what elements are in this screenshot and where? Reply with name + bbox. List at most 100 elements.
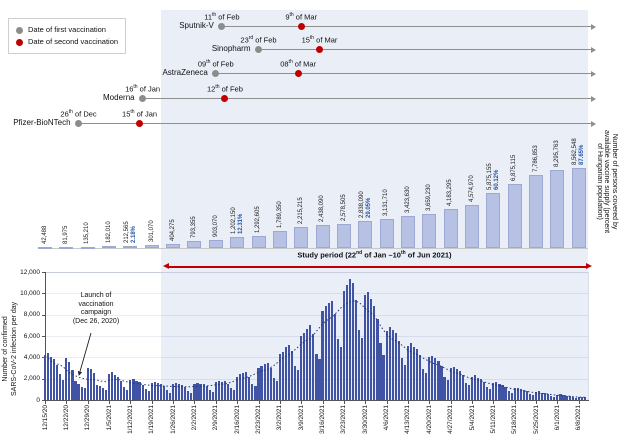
infection-bar bbox=[123, 387, 126, 400]
infection-bar bbox=[394, 332, 397, 400]
infection-bar bbox=[324, 306, 327, 400]
supply-bar-value: 8,295,763 bbox=[554, 140, 561, 168]
infection-bar bbox=[68, 361, 71, 400]
supply-bar-percent: 2.18% bbox=[130, 225, 137, 243]
infection-bar bbox=[458, 371, 461, 400]
infection-bar bbox=[281, 352, 284, 400]
infection-bar bbox=[263, 363, 266, 400]
infection-bar bbox=[504, 387, 507, 400]
infection-bar bbox=[208, 390, 211, 400]
infection-bar bbox=[120, 380, 123, 400]
infection-bar bbox=[181, 385, 184, 400]
infection-bar bbox=[583, 397, 586, 400]
second-dose-dot-icon bbox=[16, 38, 23, 46]
supply-bar bbox=[144, 245, 159, 248]
infection-bar bbox=[455, 369, 458, 400]
vaccine-name-sputnik-v: Sputnik-V bbox=[179, 21, 214, 30]
timeline-line-sputnik-v bbox=[221, 26, 591, 27]
timeline-arrowhead-icon bbox=[591, 120, 596, 127]
supply-bar-label: 1,202,150 12.31% bbox=[231, 207, 244, 234]
infection-bar bbox=[541, 392, 544, 400]
infection-bar bbox=[339, 346, 342, 400]
infection-bar bbox=[315, 354, 318, 400]
infection-bar bbox=[65, 358, 68, 400]
infection-bar bbox=[406, 345, 410, 400]
supply-bar-label: 404,275 bbox=[170, 220, 177, 242]
infection-bar bbox=[300, 336, 303, 400]
second-dose-dot-icon bbox=[316, 45, 323, 53]
y-tick-mark bbox=[42, 400, 45, 401]
campaign-annotation-line3: campaign bbox=[80, 309, 112, 316]
infection-bar bbox=[77, 384, 80, 400]
infection-bar bbox=[226, 384, 230, 400]
infection-bar bbox=[574, 397, 577, 400]
campaign-annotation: Launch of vaccination campaign (Dec 26, … bbox=[56, 292, 136, 326]
x-tick-label: 3/2/2021 bbox=[276, 405, 284, 431]
infection-bar bbox=[528, 394, 532, 400]
supply-bar-label: 2,215,215 bbox=[298, 198, 305, 225]
study-arrow-line bbox=[167, 266, 586, 268]
infection-bar bbox=[95, 385, 98, 400]
supply-axis-title-line2: available vaccine supply (percent bbox=[603, 130, 611, 234]
supply-axis-title-line3: of Hungarian population) bbox=[596, 143, 603, 220]
supply-bar-label: 4,574,970 bbox=[469, 176, 476, 203]
infection-bar bbox=[117, 376, 120, 400]
x-tick-label: 3/30/2021 bbox=[361, 405, 369, 434]
x-tick-mark bbox=[450, 401, 452, 404]
infection-bar bbox=[358, 329, 361, 400]
infection-bar bbox=[510, 392, 513, 400]
infection-bar bbox=[367, 292, 370, 400]
supply-bar-label: 81,975 bbox=[63, 225, 70, 243]
x-tick-label: 2/23/2021 bbox=[255, 405, 262, 434]
supply-bar-value: 2,838,090 bbox=[358, 191, 365, 219]
supply-bar-value: 212,565 bbox=[123, 221, 130, 243]
supply-bar-value: 1,789,350 bbox=[276, 201, 283, 229]
x-tick-mark bbox=[194, 401, 196, 404]
infection-bar bbox=[501, 385, 504, 400]
supply-bar bbox=[571, 168, 586, 248]
infection-bar bbox=[92, 373, 95, 400]
study-period-label: Study period (22nd of Jan –10th of Jun 2… bbox=[297, 250, 452, 260]
infection-bar bbox=[266, 362, 269, 400]
supply-bar-value: 3,659,230 bbox=[426, 184, 433, 211]
x-tick-label: 1/19/2021 bbox=[148, 405, 156, 434]
first-dose-date-moderna: 16th of Jan bbox=[125, 84, 161, 94]
supply-bar-label: 8,295,763 bbox=[554, 141, 561, 168]
legend-first-dose-label: Date of first vaccination bbox=[28, 25, 106, 34]
supply-bar bbox=[486, 193, 501, 248]
infection-bar bbox=[348, 279, 352, 400]
infection-bar bbox=[467, 385, 471, 400]
supply-bar bbox=[336, 223, 351, 248]
first-dose-date-astrazeneca: 09th of Feb bbox=[197, 59, 234, 69]
infection-bar bbox=[531, 395, 535, 400]
x-tick-mark bbox=[87, 401, 89, 404]
infection-bar bbox=[428, 357, 431, 400]
infection-bar bbox=[544, 393, 547, 400]
infection-bar bbox=[318, 359, 321, 400]
infection-bar bbox=[290, 350, 294, 400]
infection-bar bbox=[187, 390, 190, 400]
supply-bar-value: 1,292,605 bbox=[255, 206, 262, 233]
supply-bar bbox=[529, 175, 544, 248]
timeline-arrowhead-icon bbox=[591, 46, 596, 53]
infection-bar bbox=[303, 332, 306, 400]
second-dose-date-sinopharm: 15th of Mar bbox=[301, 35, 338, 45]
supply-bar-label: 903,070 bbox=[213, 215, 220, 237]
supply-bar-label: 4,183,295 bbox=[447, 179, 454, 206]
supply-bar bbox=[208, 239, 223, 248]
infection-bar bbox=[71, 370, 74, 400]
first-dose-date-sinopharm: 23rd of Feb bbox=[240, 35, 277, 45]
infection-bar bbox=[553, 396, 556, 400]
infection-bar bbox=[53, 359, 56, 400]
x-tick-label: 3/9/2021 bbox=[297, 405, 305, 431]
supply-bar-label: 2,578,505 bbox=[341, 194, 348, 221]
x-tick-mark bbox=[45, 401, 46, 404]
x-tick-mark bbox=[578, 401, 580, 404]
vaccine-name-moderna: Moderna bbox=[103, 93, 135, 102]
y-tick-mark bbox=[42, 293, 45, 295]
first-dose-dot-icon bbox=[255, 45, 262, 53]
plot-top-border bbox=[45, 272, 588, 273]
infection-bar bbox=[534, 392, 538, 400]
infection-bar bbox=[284, 346, 288, 400]
supply-bar bbox=[166, 244, 181, 248]
